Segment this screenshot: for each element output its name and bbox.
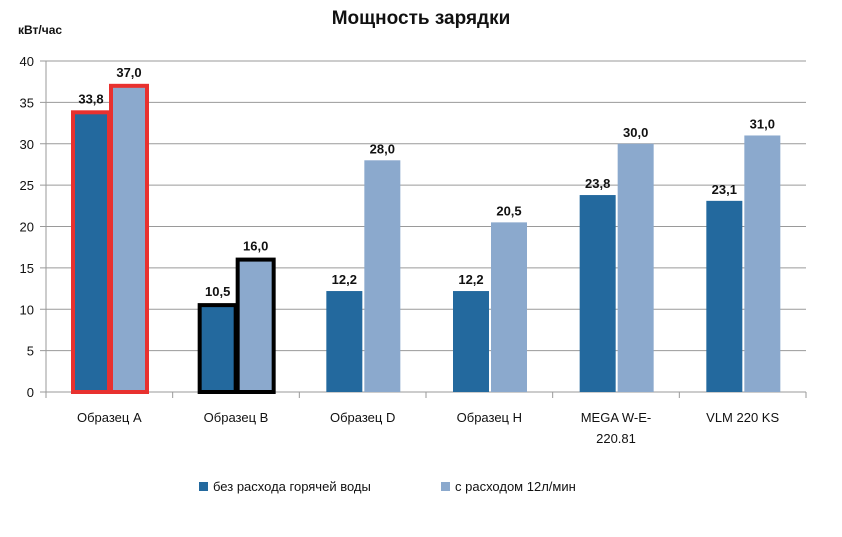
bar bbox=[326, 291, 363, 392]
y-tick-label: 40 bbox=[20, 54, 34, 69]
y-tick-label: 35 bbox=[20, 95, 34, 110]
data-label: 20,5 bbox=[496, 203, 521, 218]
legend-label: без расхода горячей воды bbox=[213, 479, 371, 494]
bar bbox=[491, 222, 527, 392]
data-label: 23,8 bbox=[585, 176, 610, 191]
x-tick-label: 220.81 bbox=[596, 431, 636, 446]
y-tick-label: 5 bbox=[27, 344, 34, 359]
y-tick-label: 15 bbox=[20, 261, 34, 276]
bar bbox=[744, 135, 781, 392]
data-label: 10,5 bbox=[205, 284, 230, 299]
data-label: 33,8 bbox=[78, 91, 103, 106]
bar bbox=[197, 303, 238, 394]
bar bbox=[364, 160, 401, 392]
y-tick-label: 0 bbox=[27, 385, 34, 400]
y-tick-label: 30 bbox=[20, 137, 34, 152]
legend-swatch bbox=[199, 482, 208, 491]
bar bbox=[706, 200, 743, 392]
data-label: 12,2 bbox=[458, 272, 483, 287]
x-tick-label: Образец A bbox=[77, 410, 142, 425]
chart-title: Мощность зарядки bbox=[332, 8, 511, 29]
bar bbox=[71, 110, 111, 395]
data-label: 37,0 bbox=[116, 65, 141, 80]
data-label: 28,0 bbox=[370, 141, 395, 156]
x-tick-label: MEGA W-E- bbox=[581, 410, 652, 425]
bar bbox=[453, 291, 489, 392]
x-tick-label: Образец B bbox=[204, 410, 269, 425]
y-tick-label: 20 bbox=[20, 220, 34, 235]
data-label: 31,0 bbox=[750, 116, 775, 131]
bar bbox=[235, 257, 276, 394]
bar bbox=[579, 195, 616, 392]
data-label: 30,0 bbox=[623, 125, 648, 140]
data-label: 12,2 bbox=[332, 272, 357, 287]
x-tick-label: Образец H bbox=[457, 410, 522, 425]
legend-swatch bbox=[441, 482, 450, 491]
y-tick-label: 10 bbox=[20, 302, 34, 317]
data-label: 16,0 bbox=[243, 239, 268, 254]
y-axis-label: кВт/час bbox=[18, 23, 62, 37]
x-tick-label: Образец D bbox=[330, 410, 395, 425]
y-tick-label: 25 bbox=[20, 178, 34, 193]
legend-label: с расходом 12л/мин bbox=[455, 479, 576, 494]
bar bbox=[617, 143, 654, 392]
data-label: 23,1 bbox=[712, 182, 737, 197]
x-tick-label: VLM 220 KS bbox=[706, 410, 779, 425]
bar bbox=[109, 83, 149, 394]
